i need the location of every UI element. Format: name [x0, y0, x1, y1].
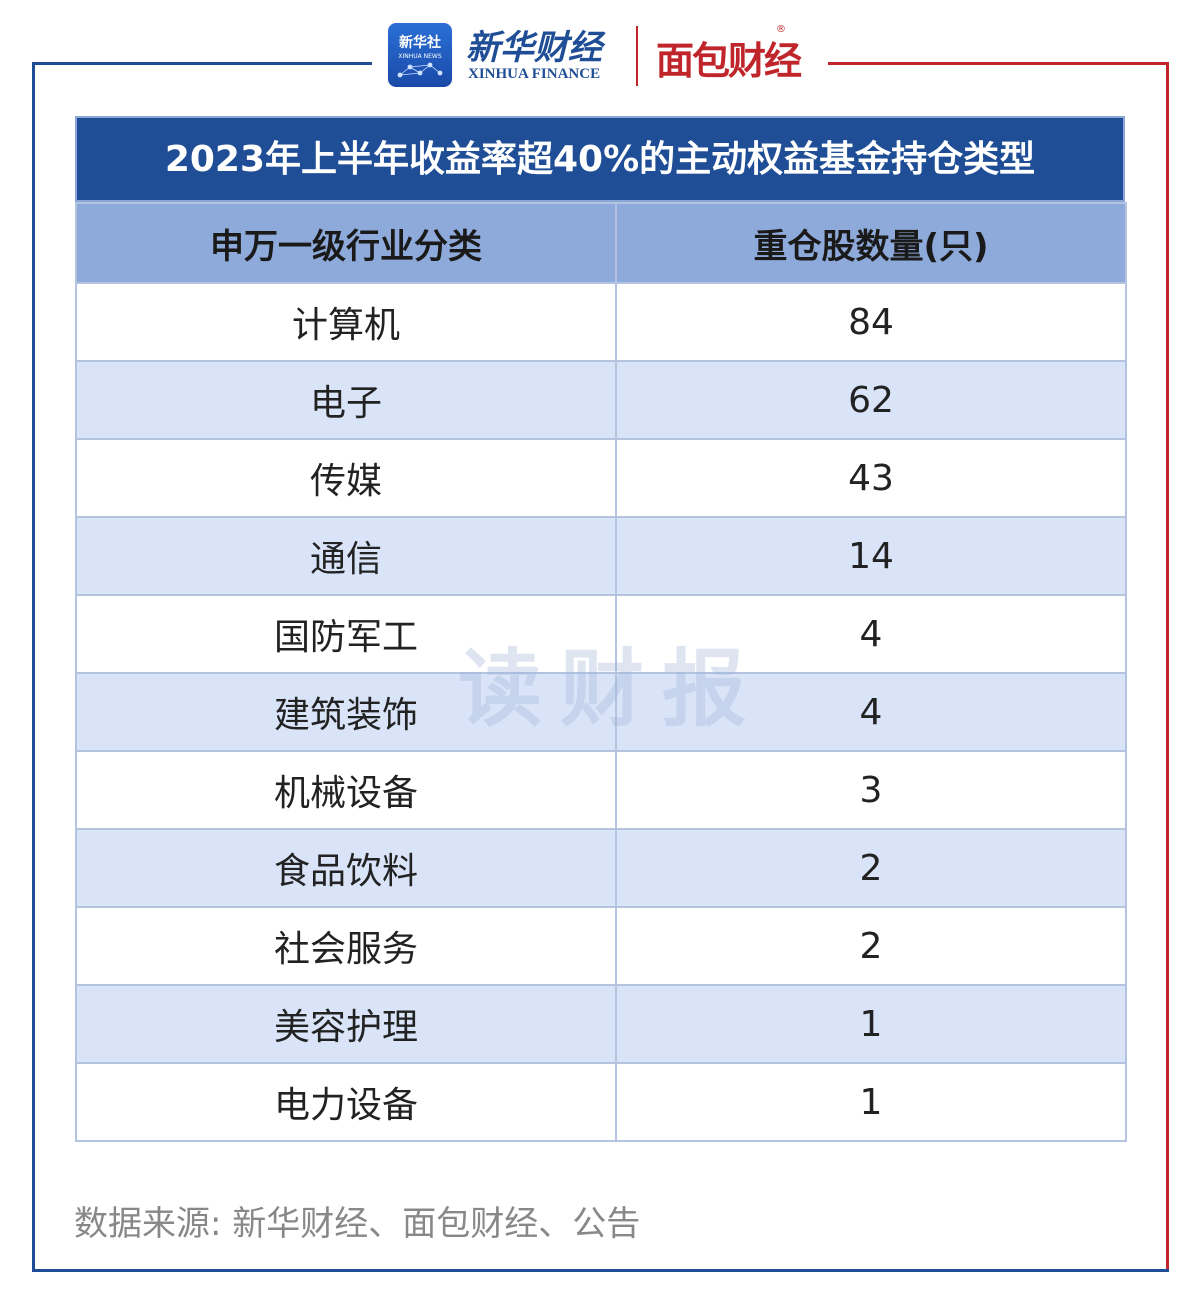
- xinhua-finance-logo-en: XINHUA FINANCE: [468, 66, 601, 82]
- xinhua-news-logo: 新华社 XINHUA NEWS: [388, 23, 452, 87]
- count-cell: 2: [615, 906, 1127, 986]
- table-row: 传媒 43: [75, 438, 1127, 518]
- table-row: 美容护理 1: [75, 984, 1127, 1064]
- count-cell: 84: [615, 282, 1127, 362]
- xinhua-badge-subtext: XINHUA NEWS: [398, 53, 442, 60]
- table-row: 社会服务 2: [75, 906, 1127, 986]
- xinhua-finance-logo-cn: 新华财经: [466, 28, 602, 68]
- count-cell: 14: [615, 516, 1127, 596]
- count-cell: 1: [615, 1062, 1127, 1142]
- frame-right-line: [1166, 62, 1169, 1272]
- network-dots-icon: [397, 62, 443, 78]
- holdings-table: 申万一级行业分类 重仓股数量(只) 计算机 84 电子 62 传媒 43 通信 …: [75, 202, 1127, 1142]
- table-row: 电力设备 1: [75, 1062, 1127, 1142]
- frame-top-right-line: [828, 62, 1169, 65]
- count-cell: 2: [615, 828, 1127, 908]
- table-header-row: 申万一级行业分类 重仓股数量(只): [75, 202, 1127, 284]
- mianbao-finance-logo: 面包财经: [656, 39, 802, 83]
- count-cell: 62: [615, 360, 1127, 440]
- count-cell: 4: [615, 594, 1127, 674]
- data-source-note: 数据来源: 新华财经、面包财经、公告: [74, 1204, 641, 1244]
- industry-cell: 通信: [75, 516, 617, 596]
- table-row: 食品饮料 2: [75, 828, 1127, 908]
- count-cell: 1: [615, 984, 1127, 1064]
- frame-left-line: [32, 62, 35, 1272]
- table-title: 2023年上半年收益率超40%的主动权益基金持仓类型: [75, 116, 1125, 202]
- count-cell: 43: [615, 438, 1127, 518]
- xinhua-badge-text: 新华社: [399, 35, 441, 51]
- holdings-table-card: 2023年上半年收益率超40%的主动权益基金持仓类型 申万一级行业分类 重仓股数…: [75, 116, 1127, 1142]
- table-row: 计算机 84: [75, 282, 1127, 362]
- industry-cell: 社会服务: [75, 906, 617, 986]
- table-row: 建筑装饰 4: [75, 672, 1127, 752]
- industry-cell: 国防军工: [75, 594, 617, 674]
- header-logos: 新华社 XINHUA NEWS 新华财经 XINHUA FINANCE 面包财经…: [388, 20, 818, 90]
- table-row: 通信 14: [75, 516, 1127, 596]
- logo-separator: [636, 26, 638, 86]
- industry-cell: 美容护理: [75, 984, 617, 1064]
- count-cell: 3: [615, 750, 1127, 830]
- industry-cell: 食品饮料: [75, 828, 617, 908]
- table-row: 机械设备 3: [75, 750, 1127, 830]
- table-row: 国防军工 4: [75, 594, 1127, 674]
- industry-cell: 机械设备: [75, 750, 617, 830]
- count-cell: 4: [615, 672, 1127, 752]
- table-row: 电子 62: [75, 360, 1127, 440]
- industry-cell: 传媒: [75, 438, 617, 518]
- industry-cell: 建筑装饰: [75, 672, 617, 752]
- frame-bottom-line: [32, 1269, 1169, 1272]
- frame-top-left-line: [32, 62, 372, 65]
- industry-cell: 电子: [75, 360, 617, 440]
- header-industry: 申万一级行业分类: [75, 202, 617, 284]
- industry-cell: 计算机: [75, 282, 617, 362]
- industry-cell: 电力设备: [75, 1062, 617, 1142]
- header-count: 重仓股数量(只): [615, 202, 1127, 284]
- registered-mark: ®: [776, 24, 786, 35]
